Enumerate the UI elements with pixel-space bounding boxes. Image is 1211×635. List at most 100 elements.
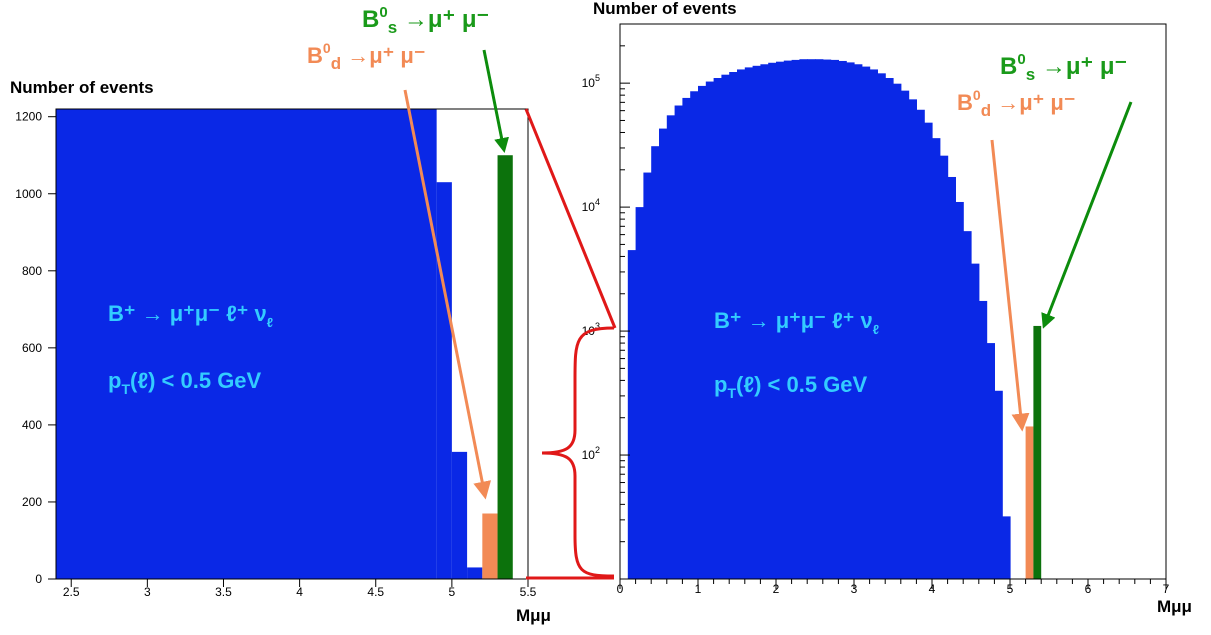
right-bar-background-25 xyxy=(822,59,832,580)
left-bs-legend: B0s →μ⁺ μ⁻ xyxy=(362,4,489,37)
right-bar-background-36 xyxy=(908,99,917,579)
right-y-axis-title: Number of events xyxy=(593,0,737,18)
left-bar-bs-0 xyxy=(497,155,513,580)
left-bd-arrow xyxy=(403,89,492,500)
right-bar-background-1 xyxy=(635,207,644,579)
left-y-tick-label-3: 600 xyxy=(22,341,42,355)
right-bar-background-26 xyxy=(830,59,839,580)
right-decay-label: B⁺ → μ⁺μ⁻ ℓ⁺ νℓ xyxy=(714,308,879,337)
left-x-axis-title: Mμμ xyxy=(516,606,551,625)
right-histogram-bars xyxy=(627,59,1042,580)
right-y-tick-label-0: 102 xyxy=(582,445,600,462)
left-x-tick-label-5: 5 xyxy=(449,585,456,599)
right-x-tick-label-7: 7 xyxy=(1163,582,1170,596)
right-bar-background-31 xyxy=(869,69,878,580)
left-bar-background-0 xyxy=(56,109,437,579)
right-bar-background-19 xyxy=(776,61,785,579)
left-bar-background-2 xyxy=(451,451,468,579)
left-y-tick-label-2: 400 xyxy=(22,418,42,432)
right-y-tick-label-2: 104 xyxy=(582,197,600,214)
right-bar-background-14 xyxy=(737,69,746,580)
left-chart: Number of events 2.5 3 3.5 4 4.5 5 5.5 0 200 400… xyxy=(10,78,551,625)
right-bar-background-34 xyxy=(893,83,902,579)
right-bar-background-11 xyxy=(713,78,722,580)
right-bar-background-20 xyxy=(783,60,793,579)
left-y-tick-label-0: 0 xyxy=(35,572,42,586)
right-bar-background-0 xyxy=(627,250,637,579)
right-bar-background-42 xyxy=(955,201,964,579)
right-bar-background-40 xyxy=(939,155,949,579)
left-decay-label: B⁺ → μ⁺μ⁻ ℓ⁺ νℓ xyxy=(108,301,273,330)
right-x-tick-label-6: 6 xyxy=(1085,582,1092,596)
left-bd-legend: B0d →μ⁺ μ⁻ xyxy=(307,40,425,73)
right-bar-background-24 xyxy=(815,59,824,579)
right-bar-background-9 xyxy=(698,85,707,580)
right-bar-background-29 xyxy=(854,64,863,579)
zoom-bracket xyxy=(524,108,617,580)
left-x-axis: 2.5 3 3.5 4 4.5 5 5.5 xyxy=(63,579,537,599)
left-y-axis: 0 200 400 600 800 1000 1200 xyxy=(15,110,56,586)
right-bar-background-27 xyxy=(838,60,847,579)
right-x-tick-label-0: 0 xyxy=(617,582,624,596)
left-bar-bd-0 xyxy=(482,513,498,579)
right-bar-background-6 xyxy=(674,105,683,580)
right-bar-background-33 xyxy=(885,78,894,580)
right-bar-background-44 xyxy=(971,263,980,579)
right-bar-background-4 xyxy=(659,128,668,580)
right-bar-background-18 xyxy=(768,62,777,579)
right-bar-background-28 xyxy=(846,62,855,579)
left-x-tick-label-1: 3 xyxy=(144,585,151,599)
right-bar-background-8 xyxy=(690,91,699,579)
right-chart: Number of events 0 1 2 3 4 5 6 7 102 1 0 3 104 105 M… xyxy=(582,0,1192,616)
left-bs-arrow xyxy=(482,49,510,153)
left-plot-frame xyxy=(55,108,529,580)
right-bar-background-47 xyxy=(994,390,1003,579)
right-bs-arrow xyxy=(1041,101,1133,329)
left-x-tick-label-3: 4 xyxy=(296,585,303,599)
right-bar-background-2 xyxy=(643,172,652,579)
right-bar-background-13 xyxy=(729,72,738,579)
left-y-tick-label-5: 1000 xyxy=(15,187,42,201)
right-bar-background-12 xyxy=(721,74,730,579)
right-bar-background-38 xyxy=(924,122,933,579)
right-bar-background-32 xyxy=(877,73,886,579)
left-cut-label: pT(ℓ) < 0.5 GeV xyxy=(108,368,262,397)
right-bar-background-3 xyxy=(651,146,660,579)
right-bar-background-30 xyxy=(861,66,871,580)
right-x-axis: 0 1 2 3 4 5 6 7 xyxy=(617,579,1170,596)
left-histogram-bars xyxy=(56,109,513,580)
right-cut-label: pT(ℓ) < 0.5 GeV xyxy=(714,372,868,401)
right-bar-background-17 xyxy=(760,64,769,579)
right-x-axis-title: Mμμ xyxy=(1157,597,1192,616)
right-bar-background-5 xyxy=(666,115,676,579)
right-bd-arrow xyxy=(990,139,1030,432)
right-bar-background-7 xyxy=(682,97,691,579)
left-y-axis-title: Number of events xyxy=(10,78,154,97)
right-bar-background-16 xyxy=(752,65,761,580)
left-x-tick-label-2: 3.5 xyxy=(215,585,232,599)
right-bs-legend: B0s →μ⁺ μ⁻ xyxy=(1000,51,1127,84)
left-bar-background-1 xyxy=(436,182,452,579)
left-y-tick-label-1: 200 xyxy=(22,495,42,509)
left-y-tick-label-6: 1200 xyxy=(15,110,42,124)
right-x-tick-label-4: 4 xyxy=(929,582,936,596)
right-plot-frame xyxy=(619,23,1167,580)
right-bar-background-10 xyxy=(705,81,715,579)
right-y-tick-label-3: 105 xyxy=(582,73,600,90)
right-bar-background-23 xyxy=(807,59,816,579)
right-bar-background-39 xyxy=(932,138,941,579)
right-x-tick-label-5: 5 xyxy=(1007,582,1014,596)
right-bar-background-45 xyxy=(978,300,988,579)
left-x-tick-label-0: 2.5 xyxy=(63,585,80,599)
right-bar-background-37 xyxy=(916,109,925,579)
right-bar-background-22 xyxy=(799,59,808,579)
left-bar-background-3 xyxy=(467,567,483,579)
right-bar-background-48 xyxy=(1002,516,1011,579)
right-bar-background-41 xyxy=(947,176,956,579)
right-bar-background-15 xyxy=(744,67,754,580)
left-x-tick-label-4: 4.5 xyxy=(367,585,384,599)
left-x-tick-label-6: 5.5 xyxy=(520,585,537,599)
right-bar-bs-0 xyxy=(1033,325,1042,579)
right-bar-background-43 xyxy=(963,231,972,579)
right-x-tick-label-2: 2 xyxy=(773,582,780,596)
